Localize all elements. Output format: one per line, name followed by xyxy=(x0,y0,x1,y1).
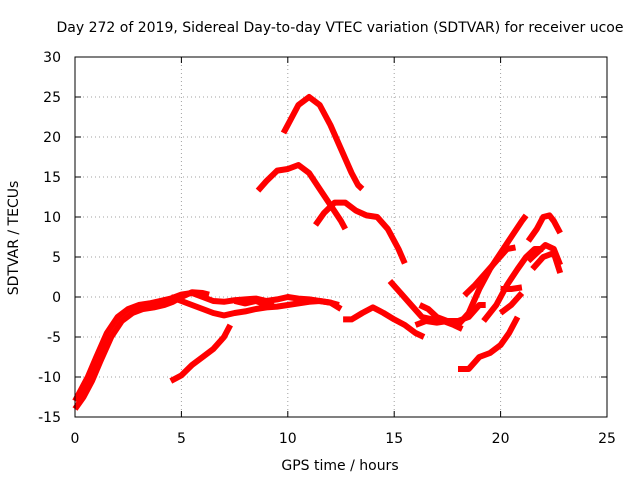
y-tick-label: -10 xyxy=(38,370,61,386)
axis-ticks: 0 5 10 15 20 25 -15 -10 -5 0 5 10 15 20 25 30 xyxy=(38,50,616,447)
x-tick-label: 5 xyxy=(177,431,186,447)
series-arc8 xyxy=(313,199,408,265)
series-arc16 xyxy=(498,291,525,316)
x-tick-label: 10 xyxy=(279,431,297,447)
x-axis-label: GPS time / hours xyxy=(281,458,398,474)
x-tick-label: 15 xyxy=(385,431,403,447)
series-arc13 xyxy=(458,315,521,372)
y-tick-label: 10 xyxy=(43,210,61,226)
x-tick-label: 25 xyxy=(598,431,616,447)
y-tick-label: 15 xyxy=(43,170,61,186)
series-arc20 xyxy=(500,284,523,292)
series-arc5 xyxy=(233,298,275,308)
series-arc6 xyxy=(255,162,348,231)
series-arc15 xyxy=(481,246,544,323)
series-arc12 xyxy=(418,302,486,324)
grid-lines xyxy=(75,57,607,417)
series-arc4 xyxy=(169,323,233,384)
data-series-layer xyxy=(72,94,564,411)
series-arc17 xyxy=(525,212,563,243)
series-arc1 xyxy=(72,290,340,403)
series-arc11 xyxy=(414,213,529,328)
series-arc7 xyxy=(280,94,365,192)
series-arc14 xyxy=(462,244,517,298)
series-arc2 xyxy=(72,289,210,411)
series-arc19 xyxy=(530,250,564,274)
y-tick-label: 0 xyxy=(52,290,61,306)
y-tick-label: 30 xyxy=(43,50,61,66)
y-tick-label: 20 xyxy=(43,130,61,146)
chart-title: Day 272 of 2019, Sidereal Day-to-day VTE… xyxy=(57,20,624,36)
x-tick-label: 20 xyxy=(492,431,510,447)
y-tick-label: 25 xyxy=(43,90,61,106)
y-tick-label: -5 xyxy=(47,330,61,346)
x-tick-label: 0 xyxy=(71,431,80,447)
series-arc9 xyxy=(343,304,426,340)
series-arc3 xyxy=(169,294,343,319)
y-tick-label: 5 xyxy=(52,250,61,266)
y-tick-label: -15 xyxy=(38,410,61,426)
plot-frame xyxy=(74,56,608,418)
y-axis-label: SDTVAR / TECUs xyxy=(6,181,22,296)
